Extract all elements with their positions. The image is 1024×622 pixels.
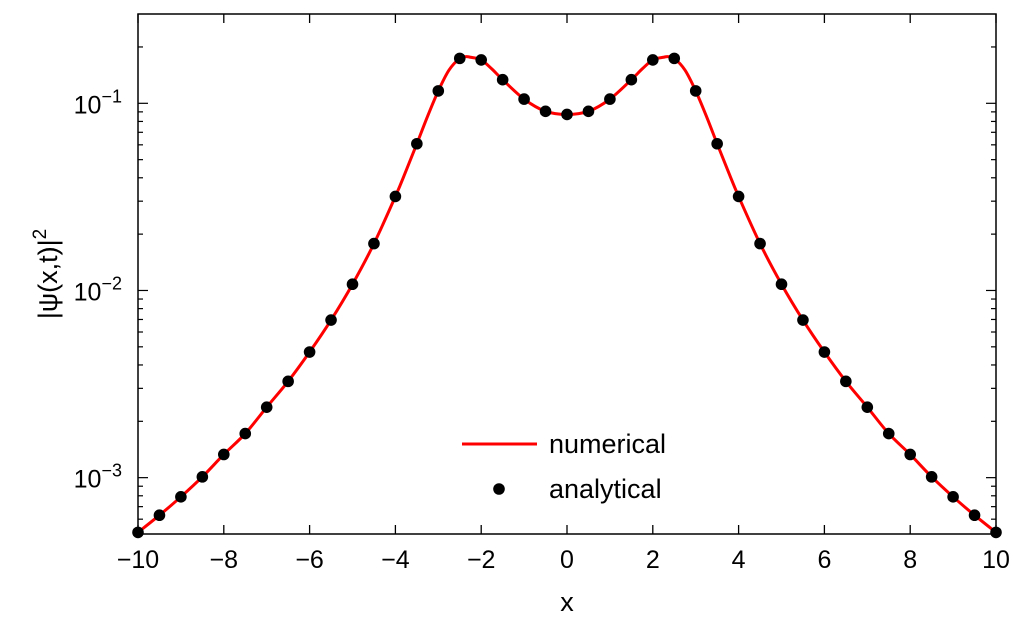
axis-ticks [137, 14, 997, 535]
data-point-analytical [260, 401, 273, 413]
y-tick-label-base: 10 [74, 466, 102, 494]
y-tick-label: 10−1 [74, 86, 122, 119]
data-point-analytical [711, 137, 723, 150]
x-tick-labels: −10 −8 −6 −4 −2 0 2 4 6 8 10 [117, 546, 1010, 574]
x-tick-label: −8 [210, 546, 239, 574]
legend-marker-swatch [493, 483, 505, 495]
data-point-analytical [432, 85, 445, 97]
plot-marks [132, 52, 1002, 539]
data-point-analytical [840, 375, 852, 388]
data-point-analytical [775, 278, 788, 291]
data-point-analytical [861, 401, 874, 413]
data-point-analytical [968, 509, 981, 522]
data-point-analytical [218, 448, 230, 461]
y-axis-label-exponent: 2 [30, 229, 51, 240]
data-point-analytical [689, 85, 702, 97]
data-point-analytical [818, 346, 831, 358]
data-point-analytical [647, 54, 659, 66]
data-point-analytical [303, 346, 316, 358]
data-point-analytical [797, 314, 809, 326]
data-point-analytical [346, 278, 359, 291]
data-point-analytical [453, 52, 466, 65]
y-tick-label-exponent: −3 [101, 461, 122, 481]
y-tick-label-base: 10 [74, 278, 102, 306]
data-point-analytical [411, 137, 423, 150]
x-tick-label: −6 [295, 546, 324, 574]
data-point-analytical [153, 509, 166, 522]
data-point-analytical [282, 375, 294, 388]
data-point-analytical [668, 52, 681, 65]
legend: numerical analytical [462, 429, 666, 504]
data-point-analytical [389, 190, 402, 203]
data-point-analytical [582, 105, 595, 118]
x-tick-label: 2 [646, 546, 660, 574]
data-point-analytical [925, 471, 938, 483]
data-point-analytical [947, 491, 959, 503]
x-tick-label: 8 [903, 546, 917, 574]
y-tick-label-base: 10 [74, 91, 102, 119]
data-point-analytical [882, 427, 895, 440]
x-tick-label: 4 [732, 546, 746, 574]
x-tick-label: −2 [467, 546, 496, 574]
data-point-analytical [518, 93, 530, 105]
x-tick-label: −4 [381, 546, 410, 574]
data-point-analytical [325, 314, 337, 326]
series-line-numerical [137, 55, 997, 534]
y-tick-labels: 10−110−210−3 [74, 86, 122, 493]
legend-label-analytical: analytical [549, 474, 662, 504]
data-point-analytical [561, 108, 573, 121]
data-point-analytical [754, 237, 766, 250]
x-tick-label: −10 [117, 546, 159, 574]
data-point-analytical [539, 105, 552, 118]
data-point-analytical [239, 427, 252, 440]
x-tick-label: 10 [982, 546, 1010, 574]
x-axis-label: x [560, 587, 574, 617]
data-point-analytical [625, 73, 638, 86]
x-tick-label: 0 [560, 546, 574, 574]
data-point-analytical [904, 448, 916, 461]
x-tick-label: 6 [817, 546, 831, 574]
data-point-analytical [496, 73, 509, 86]
data-point-analytical [196, 471, 209, 483]
data-point-analytical [732, 190, 745, 203]
data-point-analytical [604, 93, 616, 105]
legend-label-numerical: numerical [549, 429, 666, 459]
data-point-analytical [475, 54, 488, 66]
data-point-analytical [368, 237, 380, 250]
y-tick-label-exponent: −1 [101, 86, 122, 106]
y-axis-label: |ψ(x,t)|2 [30, 229, 63, 319]
y-tick-label-exponent: −2 [101, 273, 122, 293]
y-tick-label: 10−3 [74, 461, 122, 494]
data-point-analytical [175, 491, 187, 503]
y-axis-label-base: |ψ(x,t)| [33, 239, 63, 319]
y-tick-label: 10−2 [74, 273, 122, 306]
